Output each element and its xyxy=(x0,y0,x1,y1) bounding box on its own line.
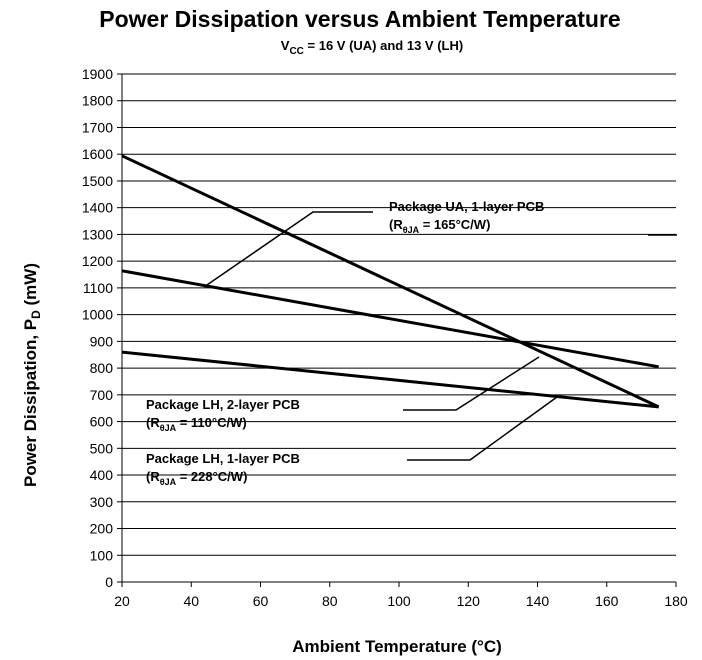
leader-line xyxy=(203,211,373,288)
x-tick-label: 180 xyxy=(664,593,688,609)
chart-title: Power Dissipation versus Ambient Tempera… xyxy=(99,6,620,32)
annotation-line: Package UA, 1-layer PCB xyxy=(389,199,544,214)
chart-subtitle: VCC = 16 V (UA) and 13 V (LH) xyxy=(281,38,463,57)
series-line xyxy=(121,154,660,409)
y-tick-label: 1400 xyxy=(82,200,113,216)
x-axis-label: Ambient Temperature (°C) xyxy=(292,637,502,656)
x-tick-label: 160 xyxy=(595,593,619,609)
y-tick-label: 1900 xyxy=(82,66,113,82)
y-tick-label: 300 xyxy=(90,494,114,510)
series-lines xyxy=(121,154,660,409)
annotation-line: (RθJA = 228°C/W) xyxy=(146,469,247,487)
y-tick-label: 1100 xyxy=(83,280,113,296)
y-tick-label: 1200 xyxy=(82,253,113,269)
y-tick-label: 1500 xyxy=(82,173,113,189)
x-tick-label: 20 xyxy=(114,593,130,609)
y-tick-label: 1300 xyxy=(82,226,113,242)
y-tick-label: 600 xyxy=(90,414,114,430)
axes xyxy=(117,73,677,587)
x-tick-label: 100 xyxy=(387,593,411,609)
annotations: Package UA, 1-layer PCB(RθJA = 165°C/W)P… xyxy=(146,199,544,487)
annotation-line: Package LH, 1-layer PCB xyxy=(146,451,300,466)
x-tick-label: 120 xyxy=(457,593,481,609)
y-tick-label: 700 xyxy=(90,387,114,403)
y-tick-label: 100 xyxy=(90,547,114,563)
y-tick-labels: 0 100 200 300 400 500 600 700 800 900 1000 1100 1200… xyxy=(82,66,113,590)
leader-line xyxy=(407,396,558,461)
annotation-line: (RθJA = 110°C/W) xyxy=(146,415,247,433)
y-tick-label: 500 xyxy=(90,440,114,456)
y-tick-label: 0 xyxy=(105,574,113,590)
leader-line xyxy=(403,356,540,411)
annotation-label: Package LH, 1-layer PCB (RθJA = 228°C/W) xyxy=(146,451,300,487)
y-tick-label: 800 xyxy=(90,360,114,376)
y-tick-label: 1800 xyxy=(82,93,113,109)
y-tick-label: 200 xyxy=(90,521,114,537)
y-tick-label: 1700 xyxy=(82,119,113,135)
annotation-leaders xyxy=(203,211,677,461)
x-tick-label: 140 xyxy=(526,593,550,609)
y-tick-label: 900 xyxy=(90,333,114,349)
x-tick-labels: 20 40 60 80 100 120 140 160 180 xyxy=(114,593,688,609)
y-tick-label: 400 xyxy=(90,467,114,483)
series-line xyxy=(121,269,659,369)
annotation-line: (RθJA = 165°C/W) xyxy=(389,217,490,235)
x-tick-label: 40 xyxy=(183,593,199,609)
series-line xyxy=(121,350,659,409)
x-tick-label: 60 xyxy=(253,593,269,609)
annotation-line: Package LH, 2-layer PCB xyxy=(146,397,300,412)
y-axis-label: Power Dissipation, PD (mW) xyxy=(21,263,43,487)
annotation-label: Package LH, 2-layer PCB (RθJA = 110°C/W) xyxy=(146,397,300,433)
annotation-label: Package UA, 1-layer PCB (RθJA = 165°C/W) xyxy=(389,199,544,235)
y-tick-label: 1600 xyxy=(82,146,113,162)
x-tick-label: 80 xyxy=(322,593,338,609)
y-tick-label: 1000 xyxy=(82,307,113,323)
